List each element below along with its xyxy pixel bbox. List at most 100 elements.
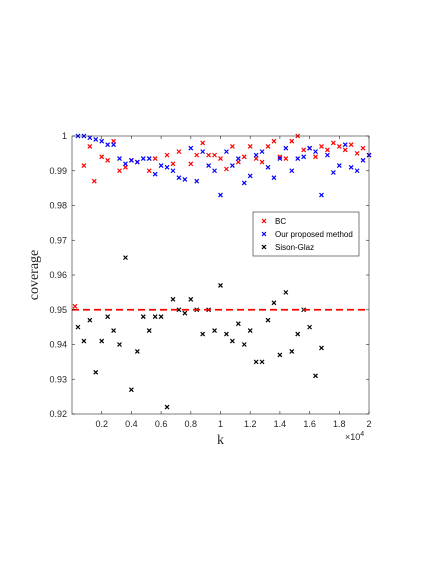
bc-point-stroke: [72, 303, 78, 309]
our-proposed-method-point-20: [194, 178, 200, 184]
sison-glaz-point-stroke: [212, 328, 217, 334]
bc-point-stroke: [146, 168, 152, 174]
bc-point-38: [319, 144, 324, 149]
sison-glaz-point-stroke: [259, 359, 265, 365]
bc-point-15: [176, 149, 182, 155]
our-proposed-method-point-24: [218, 192, 223, 198]
our-proposed-method-point-stroke: [182, 177, 188, 182]
our-proposed-method-point-stroke: [170, 168, 176, 174]
x-tick-label: 0.6: [155, 419, 168, 429]
our-proposed-method-point-stroke: [99, 138, 105, 144]
our-proposed-method-point-stroke: [111, 142, 117, 148]
x-tick-label: 0.8: [185, 419, 198, 429]
bc-point-23: [229, 144, 235, 149]
sison-glaz-point-24: [218, 283, 223, 288]
bc-point-stroke: [336, 144, 342, 149]
our-proposed-method-point-stroke: [354, 168, 360, 174]
sison-glaz-point-stroke: [307, 324, 313, 330]
our-proposed-method-point-36: [289, 168, 295, 174]
bc-point-42: [342, 147, 348, 153]
bc-point-stroke: [117, 168, 122, 174]
y-tick-label: 1: [62, 131, 67, 141]
sison-glaz-point-stroke: [253, 359, 259, 365]
sison-glaz-point-9: [128, 387, 134, 393]
sison-glaz-point-stroke: [313, 373, 318, 379]
sison-glaz-point-18: [182, 310, 188, 316]
sison-glaz-point-stroke: [277, 352, 283, 358]
legend-box: [252, 211, 360, 257]
our-proposed-method-point-46: [348, 164, 354, 170]
sison-glaz-point-stroke: [224, 331, 229, 337]
bc-point-stroke: [330, 140, 336, 146]
our-proposed-method-point-stroke: [330, 170, 336, 175]
sison-glaz-point-19: [188, 296, 194, 302]
bc-point-stroke: [218, 156, 223, 162]
our-proposed-method-point-stroke: [271, 175, 277, 181]
our-proposed-method-point-stroke: [360, 157, 366, 163]
our-proposed-method-point-stroke: [224, 149, 229, 155]
bc-point-stroke: [224, 166, 229, 172]
our-proposed-method-point-stroke: [247, 173, 253, 179]
sison-glaz-point-26: [229, 338, 235, 344]
our-proposed-method-point-42: [324, 152, 330, 158]
sison-glaz-point-39: [307, 324, 313, 330]
our-proposed-method-point-25: [224, 149, 229, 155]
our-proposed-method-point-34: [277, 156, 283, 162]
bc-point-4: [99, 154, 105, 160]
sison-glaz-point-5: [105, 314, 111, 320]
our-proposed-method-point-stroke: [152, 171, 158, 177]
our-proposed-method-point-stroke: [128, 157, 134, 163]
our-proposed-method-point-45: [342, 142, 348, 148]
axes: [71, 135, 370, 415]
our-proposed-method-point-stroke: [295, 156, 301, 162]
our-proposed-method-point-stroke: [235, 156, 241, 162]
bc-point-17: [194, 152, 200, 158]
sison-glaz-point-1: [81, 338, 87, 344]
our-proposed-method-point-5: [105, 142, 111, 148]
x-axis-exponent-power: 4: [360, 431, 364, 438]
x-tick-label: 2: [366, 419, 371, 429]
sison-glaz-point-21: [200, 331, 206, 337]
sison-glaz-point-stroke: [188, 296, 194, 302]
bc-point-21: [218, 156, 223, 162]
legend: BC Our proposed method Sison-Glaz: [252, 211, 360, 257]
y-tick-label: 0.99: [49, 166, 67, 176]
legend-marker-stroke: [261, 231, 267, 237]
bc-point-stroke: [277, 154, 283, 160]
bc-point-32: [283, 156, 289, 162]
legend-marker-stroke: [261, 244, 267, 250]
sison-glaz-point-31: [259, 359, 265, 365]
our-proposed-method-point-31: [259, 149, 265, 155]
our-proposed-method-point-30: [253, 152, 259, 158]
bc-point-1: [81, 163, 87, 168]
bc-point-16: [188, 161, 194, 167]
sison-glaz-point-stroke: [283, 289, 289, 295]
our-proposed-method-point-21: [200, 149, 206, 155]
bc-point-stroke: [301, 147, 307, 153]
sison-glaz-point-stroke: [319, 345, 324, 351]
bc-point-35: [301, 147, 307, 153]
sison-glaz-point-0: [75, 324, 81, 330]
our-proposed-method-point-48: [360, 157, 366, 163]
sison-glaz-point-stroke: [247, 328, 253, 334]
our-proposed-method-point-18: [182, 177, 188, 182]
sison-glaz-point-stroke: [218, 283, 223, 288]
tick-labels: 0.2 0.4 0.6 0.8 1 1.2 1.4 1.6 1.8 2 0.92 0.93 0.94 0.…: [49, 131, 371, 429]
sison-glaz-point-stroke: [295, 331, 301, 337]
our-proposed-method-point-17: [176, 175, 182, 181]
legend-label-sison-glaz: Sison-Glaz: [275, 243, 314, 252]
sison-glaz-point-stroke: [140, 314, 146, 320]
our-proposed-method-point-35: [283, 145, 289, 151]
our-proposed-method-point-43: [330, 170, 336, 175]
our-proposed-method-point-44: [336, 163, 342, 168]
our-proposed-method-point-28: [241, 180, 247, 186]
bc-point-stroke: [289, 138, 295, 144]
legend-marker-stroke: [261, 218, 267, 224]
bc-point-28: [259, 159, 265, 165]
our-proposed-method-point-stroke: [265, 164, 271, 170]
bc-point-stroke: [313, 154, 318, 160]
x-axis-exponent-base: ×10: [345, 432, 360, 442]
bc-point-40: [330, 140, 336, 146]
bc-point-20: [212, 152, 217, 158]
our-proposed-method-point-41: [319, 192, 324, 198]
